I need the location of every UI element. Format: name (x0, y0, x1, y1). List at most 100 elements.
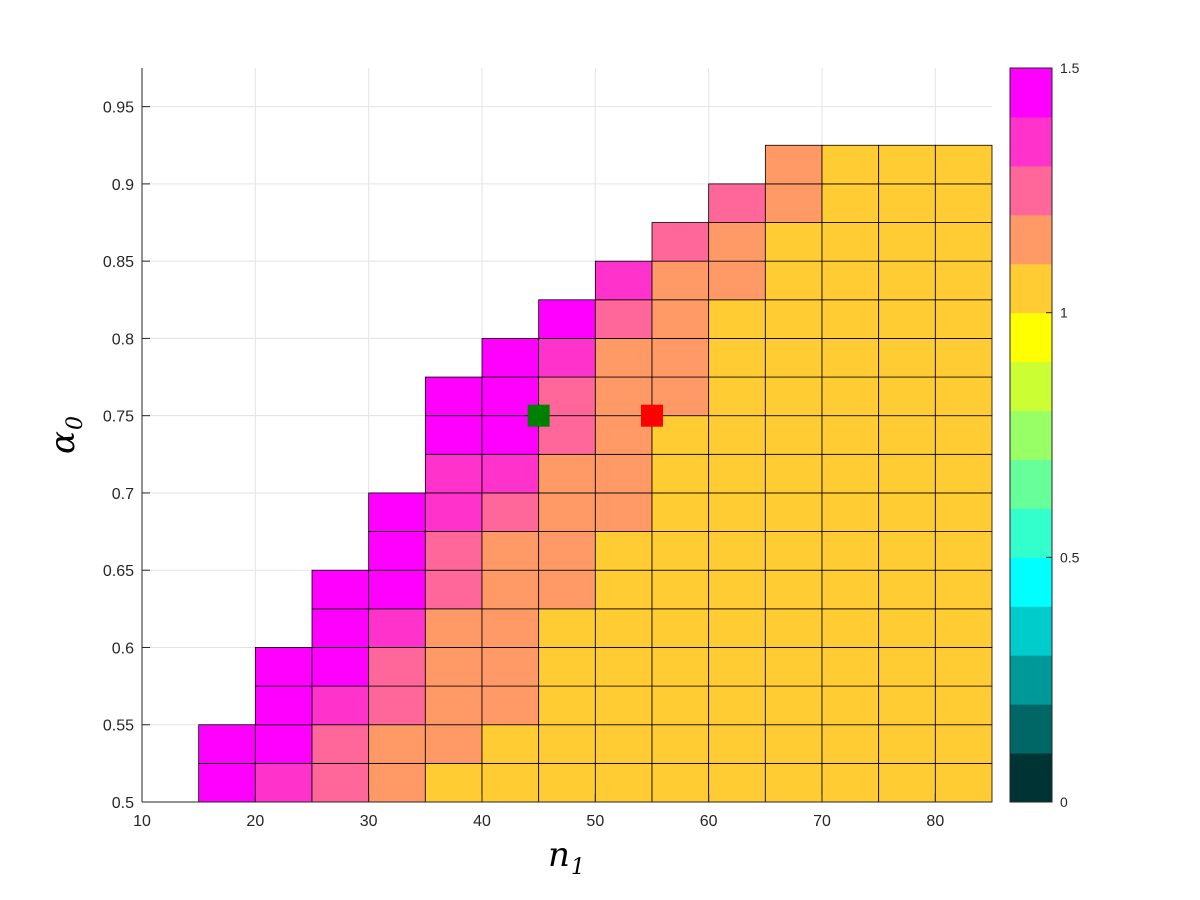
colorbar-tick-label: 0.5 (1060, 549, 1080, 565)
colorbar-segment (1010, 753, 1052, 803)
heatmap-cell (651, 531, 710, 571)
heatmap-cell (878, 222, 936, 262)
heatmap-cell (708, 415, 766, 455)
heatmap-cell (708, 299, 766, 339)
heatmap-cell (934, 222, 993, 262)
heatmap-cell (651, 685, 710, 726)
colorbar-segment (1010, 557, 1052, 607)
heatmap-cell (538, 724, 596, 764)
heatmap-cell (934, 724, 993, 764)
heatmap-cell (424, 415, 483, 455)
heatmap-cell (708, 762, 766, 803)
heatmap-cell (368, 762, 426, 803)
colorbar-tick-label: 1.5 (1060, 60, 1080, 76)
heatmap-cell (651, 299, 710, 339)
heatmap-cell (424, 569, 483, 610)
heatmap-cell (594, 260, 653, 301)
heatmap-cell (934, 376, 993, 417)
heatmap-cell (708, 453, 766, 494)
heatmap-cell (708, 608, 766, 648)
colorbar-segment (1010, 704, 1052, 754)
heatmap-cell (254, 762, 313, 803)
heatmap-cell (764, 685, 823, 726)
heatmap-cell (708, 183, 766, 223)
heatmap-cell (708, 647, 766, 687)
heatmap-cell (651, 453, 710, 494)
colorbar-segment (1010, 655, 1052, 705)
heatmap-cell (594, 453, 653, 494)
heatmap-cell (481, 608, 540, 648)
heatmap-cell (538, 685, 596, 726)
heatmap-cell (764, 762, 823, 803)
heatmap-cell (481, 492, 540, 532)
heatmap-cell (481, 685, 540, 726)
heatmap-cell (198, 724, 256, 764)
x-tick-label: 60 (700, 813, 718, 830)
heatmap-cell (878, 685, 936, 726)
heatmap-cell (651, 338, 710, 378)
heatmap-cell (424, 608, 483, 648)
heatmap-cell (878, 531, 936, 571)
heatmap-cell (594, 531, 653, 571)
markers (527, 404, 663, 427)
heatmap-cell (538, 338, 596, 378)
colorbar-segment (1010, 312, 1052, 363)
heatmap-cell (934, 453, 993, 494)
heatmap-cell (821, 338, 880, 378)
colorbar-segment (1010, 68, 1052, 118)
heatmap-cell (821, 762, 880, 803)
heatmap-cell (821, 376, 880, 417)
heatmap-cell (254, 647, 313, 687)
heatmap-cell (934, 762, 993, 803)
y-tick-label: 0.5 (112, 795, 134, 812)
heatmap-cell (651, 608, 710, 648)
heatmap-cell (934, 608, 993, 648)
heatmap-cell (821, 415, 880, 455)
heatmap-cell (764, 415, 823, 455)
y-tick-label: 0.8 (112, 331, 134, 348)
heatmap-cell (821, 222, 880, 262)
heatmap-cell (594, 492, 653, 532)
heatmap-cell (424, 685, 483, 726)
heatmap-cell (878, 724, 936, 764)
x-tick-label: 70 (813, 813, 831, 830)
heatmap-cell (594, 685, 653, 726)
heatmap-cell (424, 453, 483, 494)
heatmap-cell (821, 724, 880, 764)
heatmap-cell (708, 222, 766, 262)
heatmap-cell (821, 569, 880, 610)
heatmap-cell (934, 183, 993, 223)
heatmap-cell (878, 183, 936, 223)
heatmap-cell (368, 685, 426, 726)
heatmap-cell (821, 492, 880, 532)
heatmap-cell (934, 685, 993, 726)
colorbar-segment (1010, 508, 1052, 558)
heatmap-cell (538, 608, 596, 648)
heatmap-cell (368, 569, 426, 610)
heatmap-cell (934, 338, 993, 378)
heatmap-cell (878, 762, 936, 803)
heatmap-cell (594, 569, 653, 610)
heatmap-cell (368, 724, 426, 764)
heatmap-cell (708, 724, 766, 764)
heatmap-cell (594, 299, 653, 339)
x-tick-label: 80 (926, 813, 944, 830)
heatmap-cell (424, 762, 483, 803)
heatmap-cell (878, 569, 936, 610)
heatmap-cell (708, 531, 766, 571)
y-tick-label: 0.75 (103, 409, 134, 426)
heatmap-cell (764, 453, 823, 494)
heatmap-cell (254, 724, 313, 764)
heatmap-cell (878, 453, 936, 494)
colorbar-segment (1010, 165, 1052, 216)
heatmap-cells (198, 144, 993, 803)
heatmap-cell (481, 453, 540, 494)
x-axis-label: n1 (548, 835, 585, 880)
heatmap-cell (651, 260, 710, 301)
y-tick-label: 0.7 (112, 486, 134, 503)
heatmap-cell (708, 338, 766, 378)
heatmap-cell (481, 647, 540, 687)
heatmap-cell (481, 724, 540, 764)
heatmap-cell (368, 608, 426, 648)
